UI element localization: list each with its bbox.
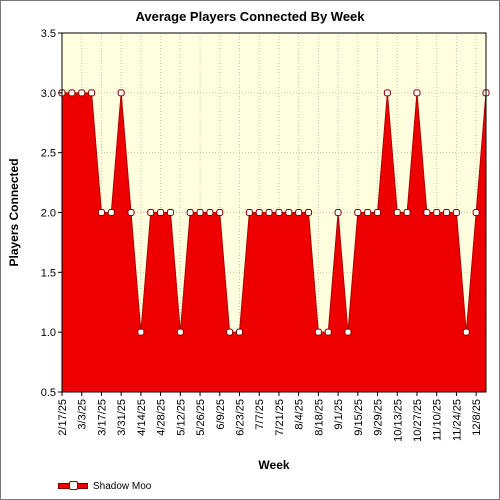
data-point (472, 209, 480, 216)
data-point (166, 209, 174, 216)
x-tick-label: 10/13/25 (392, 399, 404, 442)
data-point (157, 209, 165, 216)
x-tick-label: 11/24/25 (451, 399, 463, 441)
data-point (265, 209, 273, 216)
data-point (255, 209, 263, 216)
x-tick-label: 7/7/25 (254, 399, 266, 430)
data-point (235, 328, 243, 336)
data-point (443, 209, 451, 216)
data-point (334, 209, 342, 216)
x-tick-label: 9/29/25 (373, 399, 385, 436)
data-point (97, 209, 105, 216)
data-point (423, 209, 431, 216)
data-point (206, 209, 214, 216)
x-tick-label: 5/26/25 (195, 399, 207, 436)
data-point (226, 328, 234, 336)
x-tick-label: 8/18/25 (313, 399, 325, 436)
data-point (245, 209, 253, 216)
chart-title: Average Players Connected By Week (135, 9, 365, 24)
data-point (285, 209, 293, 216)
y-tick-label: 0.5 (41, 387, 56, 399)
x-tick-label: 3/31/25 (116, 399, 128, 436)
y-axis-title: Players Connected (7, 158, 21, 266)
x-tick-label: 7/21/25 (274, 399, 286, 436)
x-tick-label: 10/27/25 (412, 399, 424, 442)
y-tick-label: 2.5 (41, 148, 56, 160)
data-point (186, 209, 194, 216)
y-tick-label: 1.0 (41, 327, 56, 339)
data-point (295, 209, 303, 216)
x-tick-label: 11/10/25 (432, 399, 444, 441)
x-tick-label: 6/9/25 (215, 399, 227, 430)
data-point (216, 209, 224, 216)
data-point (452, 209, 460, 216)
x-tick-label: 9/15/25 (353, 399, 365, 436)
legend-swatch (58, 481, 88, 491)
x-tick-label: 12/8/25 (471, 399, 483, 436)
data-point (364, 209, 372, 216)
data-point (117, 89, 125, 97)
axis-layer: 0.5 1.0 1.5 2.0 2.5 3.0 3.5 2/17/25 3/3/25 3/17/2… (41, 28, 487, 442)
data-point (393, 209, 401, 216)
x-tick-label: 2/17/25 (57, 399, 69, 436)
data-point (324, 328, 332, 336)
data-point (137, 328, 145, 336)
legend-label: Shadow Moo (93, 480, 152, 492)
x-tick-label: 9/1/25 (333, 399, 345, 430)
data-point (147, 209, 155, 216)
data-point (354, 209, 362, 216)
data-point (68, 89, 76, 97)
data-point (196, 209, 204, 216)
data-point (374, 209, 382, 216)
y-tick-label: 3.0 (41, 88, 56, 100)
x-tick-label: 4/28/25 (156, 399, 168, 436)
data-point (78, 89, 86, 97)
legend: Shadow Moo (58, 479, 151, 493)
data-point (462, 328, 470, 336)
marker-layer (58, 89, 490, 336)
x-tick-label: 3/3/25 (77, 399, 89, 430)
data-point (107, 209, 115, 216)
x-tick-label: 5/12/25 (175, 399, 187, 436)
data-point (127, 209, 135, 216)
x-tick-label: 4/14/25 (136, 399, 148, 436)
y-tick-label: 2.0 (41, 208, 56, 220)
y-tick-label: 3.5 (41, 28, 56, 40)
data-point (305, 209, 313, 216)
data-point (403, 209, 411, 216)
data-point (433, 209, 441, 216)
x-axis-title: Week (258, 458, 289, 472)
y-tick-label: 1.5 (41, 267, 56, 279)
x-tick-label: 3/17/25 (96, 399, 108, 436)
data-point (176, 328, 184, 336)
data-point (344, 328, 352, 336)
data-point (383, 89, 391, 97)
data-point (413, 89, 421, 97)
x-tick-label: 8/4/25 (294, 399, 306, 430)
data-point (88, 89, 96, 97)
data-point (275, 209, 283, 216)
data-point (314, 328, 322, 336)
x-tick-label: 6/23/25 (234, 399, 246, 436)
